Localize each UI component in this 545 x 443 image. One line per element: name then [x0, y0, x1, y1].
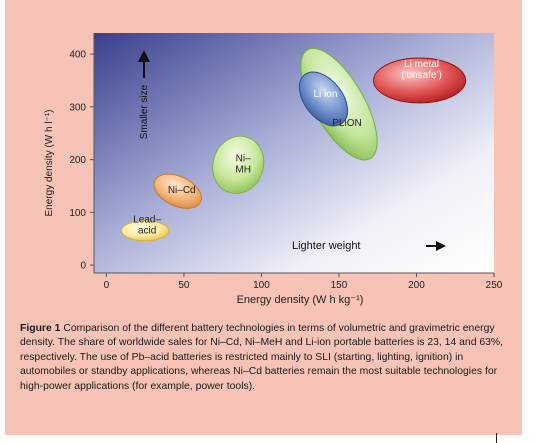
region-label-li-metal-unsafe-line2: ('unsafe') [401, 70, 442, 81]
figure-caption: Figure 1 Comparison of the different bat… [20, 322, 516, 394]
region-label-li-metal-unsafe-line1: Li metal [404, 59, 439, 70]
figure-label: Figure 1 [20, 323, 61, 334]
region-label-lead-acid-line2: acid [138, 225, 156, 236]
region-label-ni-mh-line2: MH [235, 164, 251, 175]
region-ni-mh [212, 135, 265, 195]
x-tick-label: 250 [486, 280, 503, 291]
y-tick-label: 300 [69, 102, 86, 113]
region-label-lead-acid-line1: Lead– [133, 214, 161, 225]
y-tick-label: 100 [69, 208, 86, 219]
y-tick-label: 0 [80, 261, 86, 272]
arrow-right-head-icon [436, 241, 446, 251]
x-tick-label: 200 [408, 280, 425, 291]
region-label-ni-cd: Ni–Cd [168, 185, 196, 196]
region-li-metal-unsafe [373, 57, 467, 104]
region-lead-acid [120, 220, 170, 242]
arrow-up-head-icon [138, 50, 150, 62]
region-label-li-ion: Li ion [314, 89, 338, 100]
y-tick-label: 400 [69, 50, 86, 61]
x-tick-label: 50 [178, 280, 190, 291]
text-cursor-mark [496, 433, 497, 443]
figure-caption-text: Comparison of the different battery tech… [20, 323, 504, 392]
region-ni-cd [153, 173, 202, 209]
region-label-ni-mh-line1: Ni– [236, 153, 251, 164]
x-tick-label: 150 [331, 280, 348, 291]
x-axis-label: Energy density (W h kg⁻¹) [237, 294, 364, 306]
y-tick-label: 200 [69, 155, 86, 166]
y-axis-label: Energy density (W h l⁻¹) [44, 110, 55, 217]
x-tick-label: 0 [104, 280, 110, 291]
region-label-plion: PLiON [332, 118, 361, 129]
region-li-ion [298, 71, 349, 127]
x-tick-label: 100 [253, 280, 270, 291]
annotation-smaller-size: Smaller size [139, 84, 150, 139]
annotation-lighter-weight: Lighter weight [292, 240, 361, 252]
